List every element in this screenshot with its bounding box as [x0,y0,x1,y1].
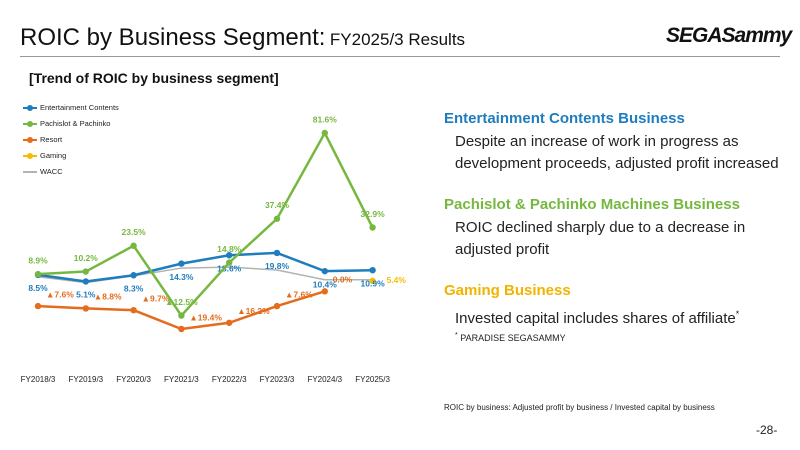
data-point [321,288,328,295]
data-label: 81.6% [313,114,338,124]
legend-label: Resort [40,135,63,144]
data-label: 32.9% [361,209,386,219]
data-point [369,224,376,231]
data-point [34,302,42,310]
chart: FY2018/3 FY2019/3 FY2020/3 FY2021/3 FY2022/3… [21,103,407,384]
data-point [226,319,233,326]
x-tick-label: FY2018/3 [21,375,56,384]
note-body: Despite an increase of work in progress … [455,133,779,172]
formula: ROIC by business: Adjusted profit by bus… [444,403,715,412]
data-label: 8.9% [28,255,48,265]
legend-marker [27,121,33,127]
x-tick-label: FY2019/3 [68,375,103,384]
data-point [273,302,281,310]
legend-label: Pachislot & Pachinko [40,119,110,128]
note-heading: Gaming Business [444,282,571,299]
page-number: -28- [756,423,778,437]
note: Gaming Business Invested capital include… [444,282,794,330]
legend-label: WACC [40,167,63,176]
x-tick-label: FY2021/3 [164,375,199,384]
data-point [130,306,137,314]
data-point [226,259,233,266]
legend-marker [27,137,33,143]
data-point [369,267,376,274]
data-point [82,268,90,275]
x-tick-label: FY2023/3 [260,375,295,384]
section-title: [Trend of ROIC by business segment] [29,70,279,86]
data-label: 8.3% [124,283,144,293]
data-label: 5.4% [387,275,407,285]
note-heading: Pachislot & Pachinko Machines Business [444,196,740,213]
footnote-text: PARADISE SEGASAMMY [460,333,566,343]
data-point [34,270,42,278]
data-label: 5.1% [76,290,96,300]
data-label: 19.8% [265,261,290,271]
x-tick-label: FY2020/3 [116,375,151,384]
note-heading: Entertainment Contents Business [444,110,685,127]
title: ROIC by Business Segment: [20,24,326,51]
footnote: * PARADISE SEGASAMMY [455,332,566,343]
data-point [321,267,328,275]
note: Pachislot & Pachinko Machines Business R… [444,196,794,261]
note-body: ROIC declined sharply due to a decrease … [455,219,746,258]
data-label: ▲19.4% [189,312,222,322]
data-point [321,129,328,137]
title-suffix: FY2025/3 Results [329,30,466,49]
note-text: Invested capital includes shares of affi… [455,310,736,327]
data-label: ▲16.2% [237,306,270,316]
data-label: 10.4% [313,279,338,289]
data-label: ▲9.7% [142,293,170,303]
data-label: ▲7.6% [285,289,313,299]
legend-label: Entertainment Contents [40,103,119,112]
x-tick-label: FY2022/3 [212,375,247,384]
data-point [82,278,90,285]
note-body: Invested capital includes shares of affi… [444,303,794,330]
note-marker: * [735,309,740,319]
data-label: ▲12.5% [165,297,198,307]
data-point [178,312,185,319]
data-point [226,252,233,259]
data-label: 37.4% [265,200,290,210]
title-row: ROIC by Business Segment: FY2025/3 Resul… [20,24,465,52]
data-label: 8.5% [28,283,48,293]
legend-marker [27,153,33,159]
data-point [130,242,137,249]
divider [20,56,780,57]
data-label: 14.3% [169,272,194,282]
data-label: 23.5% [122,227,147,237]
data-label: 18.6% [217,264,242,274]
data-label: ▲8.8% [94,292,122,302]
data-label: ▲7.6% [46,289,74,299]
data-point [178,260,185,267]
note: Entertainment Contents Business Despite … [444,110,794,175]
data-label: 10.2% [74,253,99,263]
data-label: 10.9% [361,278,386,288]
data-label: 0.0% [333,275,353,285]
legend-marker [27,105,33,111]
x-tick-label: FY2024/3 [307,375,342,384]
x-tick-label: FY2025/3 [355,375,390,384]
legend-label: Gaming [40,151,66,160]
data-point [273,249,281,257]
data-point [130,272,137,279]
data-point [82,305,90,312]
data-point [178,325,185,333]
data-point [273,215,281,222]
data-point [369,277,376,285]
series-line [37,130,374,318]
footnote-marker: * [455,332,458,339]
series-line [37,251,373,283]
logo: SEGASammy [666,24,792,47]
data-label: 14.8% [217,244,242,254]
